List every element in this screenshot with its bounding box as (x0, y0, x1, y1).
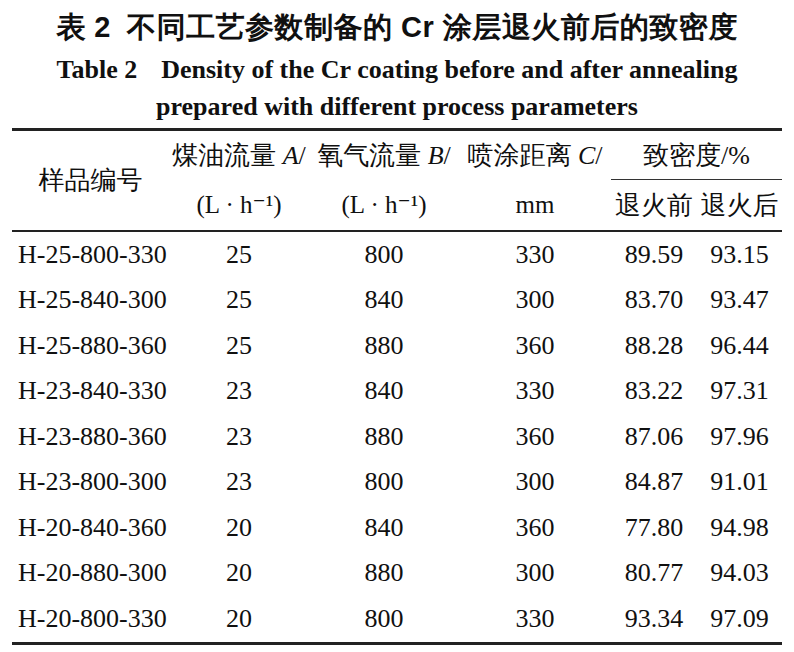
cell-sample-id: H-23-800-300 (12, 460, 169, 506)
col-header-kerosene: 煤油流量 A/ (169, 130, 309, 180)
col-header-kerosene-slash: / (299, 141, 306, 170)
col-header-density-group: 致密度/% (611, 130, 782, 180)
cell-spray-distance: 360 (459, 323, 611, 369)
table-row: H-20-800-330 20 800 330 93.34 97.09 (12, 596, 782, 643)
cell-kerosene-flow: 23 (169, 460, 309, 506)
page-canvas: 表 2 不同工艺参数制备的 Cr 涂层退火前后的致密度 Table 2 Densit… (0, 0, 794, 652)
table-caption-zh: 表 2 不同工艺参数制备的 Cr 涂层退火前后的致密度 (0, 0, 794, 50)
cell-density-after: 97.09 (697, 596, 782, 643)
table-row: H-25-840-300 25 840 300 83.70 93.47 (12, 278, 782, 324)
cell-sample-id: H-20-880-300 (12, 551, 169, 597)
cell-density-after: 93.15 (697, 231, 782, 278)
cell-spray-distance: 360 (459, 414, 611, 460)
table-caption-en-label: Table 2 (57, 55, 138, 84)
cell-density-after: 91.01 (697, 460, 782, 506)
cell-oxygen-flow: 840 (309, 505, 459, 551)
cell-density-before: 83.22 (611, 369, 697, 415)
cell-oxygen-flow: 800 (309, 231, 459, 278)
cell-sample-id: H-23-840-330 (12, 369, 169, 415)
col-header-sample: 样品编号 (12, 130, 169, 232)
cell-sample-id: H-23-880-360 (12, 414, 169, 460)
cell-kerosene-flow: 23 (169, 369, 309, 415)
col-header-distance-slash: / (595, 141, 602, 170)
cell-density-before: 83.70 (611, 278, 697, 324)
table-row: H-25-800-330 25 800 330 89.59 93.15 (12, 231, 782, 278)
cell-density-after: 94.03 (697, 551, 782, 597)
cell-sample-id: H-25-880-360 (12, 323, 169, 369)
cell-density-after: 97.31 (697, 369, 782, 415)
col-header-before-annealing: 退火前 (611, 180, 697, 232)
cell-density-after: 97.96 (697, 414, 782, 460)
col-header-after-annealing: 退火后 (697, 180, 782, 232)
cell-spray-distance: 300 (459, 278, 611, 324)
cell-kerosene-flow: 25 (169, 231, 309, 278)
cell-density-after: 93.47 (697, 278, 782, 324)
cell-sample-id: H-20-800-330 (12, 596, 169, 643)
table-row: H-23-840-330 23 840 330 83.22 97.31 (12, 369, 782, 415)
cell-spray-distance: 330 (459, 231, 611, 278)
cell-spray-distance: 300 (459, 460, 611, 506)
table-caption-en-text: Density of the Cr coating before and aft… (161, 55, 737, 84)
col-header-kerosene-title: 煤油流量 (172, 141, 276, 170)
cell-density-before: 87.06 (611, 414, 697, 460)
table-caption-en-line2: prepared with different process paramete… (0, 90, 794, 128)
header-row-1: 样品编号 煤油流量 A/ 氧气流量 B/ 喷涂距离 C/ 致密度/% (12, 130, 782, 180)
cell-sample-id: H-25-800-330 (12, 231, 169, 278)
table-row: H-20-840-360 20 840 360 77.80 94.98 (12, 505, 782, 551)
col-header-distance: 喷涂距离 C/ (459, 130, 611, 180)
cell-oxygen-flow: 800 (309, 460, 459, 506)
cell-density-before: 77.80 (611, 505, 697, 551)
table-caption-en-line1: Table 2 Density of the Cr coating before … (0, 50, 794, 90)
cell-oxygen-flow: 840 (309, 369, 459, 415)
col-header-unit-distance: mm (459, 180, 611, 232)
cell-kerosene-flow: 20 (169, 505, 309, 551)
table-caption-zh-label: 表 2 (56, 11, 111, 43)
col-header-unit-kerosene: (L · h⁻¹) (169, 180, 309, 232)
cell-oxygen-flow: 880 (309, 551, 459, 597)
cell-spray-distance: 300 (459, 551, 611, 597)
cell-kerosene-flow: 23 (169, 414, 309, 460)
cell-spray-distance: 330 (459, 369, 611, 415)
cell-density-before: 93.34 (611, 596, 697, 643)
cell-density-before: 80.77 (611, 551, 697, 597)
col-header-oxygen-symbol: B (428, 141, 444, 170)
cell-kerosene-flow: 25 (169, 278, 309, 324)
col-header-oxygen-title: 氧气流量 (317, 141, 421, 170)
col-header-oxygen-slash: / (444, 141, 451, 170)
col-header-kerosene-symbol: A (283, 141, 299, 170)
cell-kerosene-flow: 20 (169, 596, 309, 643)
density-data-table: 样品编号 煤油流量 A/ 氧气流量 B/ 喷涂距离 C/ 致密度/% (L · … (12, 128, 782, 645)
cell-spray-distance: 360 (459, 505, 611, 551)
cell-oxygen-flow: 880 (309, 414, 459, 460)
cell-kerosene-flow: 20 (169, 551, 309, 597)
cell-density-before: 84.87 (611, 460, 697, 506)
table-header: 样品编号 煤油流量 A/ 氧气流量 B/ 喷涂距离 C/ 致密度/% (L · … (12, 130, 782, 232)
cell-oxygen-flow: 800 (309, 596, 459, 643)
col-header-unit-oxygen: (L · h⁻¹) (309, 180, 459, 232)
table-row: H-20-880-300 20 880 300 80.77 94.03 (12, 551, 782, 597)
col-header-distance-symbol: C (578, 141, 595, 170)
table-row: H-23-880-360 23 880 360 87.06 97.96 (12, 414, 782, 460)
cell-spray-distance: 330 (459, 596, 611, 643)
cell-sample-id: H-25-840-300 (12, 278, 169, 324)
table-row: H-25-880-360 25 880 360 88.28 96.44 (12, 323, 782, 369)
cell-density-before: 88.28 (611, 323, 697, 369)
table-body: H-25-800-330 25 800 330 89.59 93.15 H-25… (12, 231, 782, 643)
cell-kerosene-flow: 25 (169, 323, 309, 369)
col-header-oxygen: 氧气流量 B/ (309, 130, 459, 180)
cell-density-after: 94.98 (697, 505, 782, 551)
cell-oxygen-flow: 840 (309, 278, 459, 324)
cell-oxygen-flow: 880 (309, 323, 459, 369)
cell-sample-id: H-20-840-360 (12, 505, 169, 551)
cell-density-before: 89.59 (611, 231, 697, 278)
table-row: H-23-800-300 23 800 300 84.87 91.01 (12, 460, 782, 506)
table-caption-zh-text: 不同工艺参数制备的 Cr 涂层退火前后的致密度 (127, 11, 738, 43)
col-header-distance-title: 喷涂距离 (467, 141, 571, 170)
cell-density-after: 96.44 (697, 323, 782, 369)
